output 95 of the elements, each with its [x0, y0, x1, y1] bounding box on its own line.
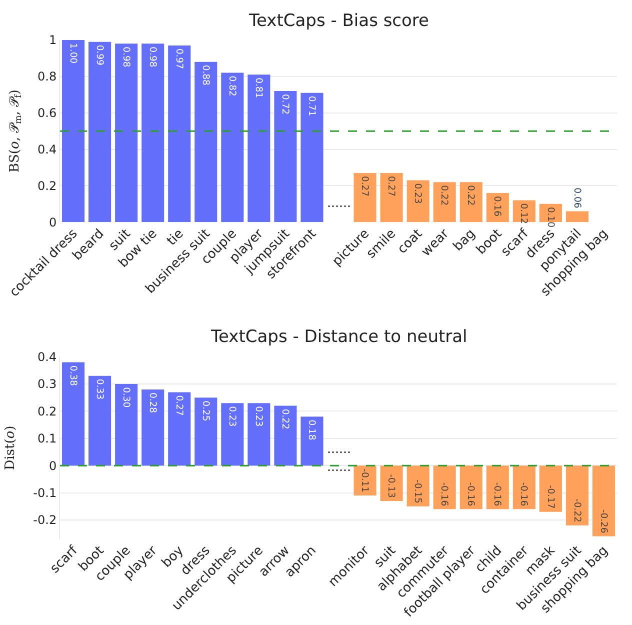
bar: [88, 42, 112, 222]
data-label: 0.82: [226, 76, 238, 96]
data-label: 0.98: [120, 46, 132, 68]
bar: [460, 466, 482, 510]
data-label: 0.06: [571, 188, 582, 208]
annotation: ⋯⋯: [327, 445, 351, 459]
bar: [194, 62, 218, 222]
data-label: 0.22: [280, 408, 291, 430]
data-label: 0.23: [252, 406, 264, 427]
bar: [221, 72, 244, 222]
y-tick-label: 0.6: [38, 106, 57, 120]
bar: [62, 362, 85, 466]
data-label: -0.26: [598, 509, 609, 534]
y-tick-label: 1: [48, 33, 57, 48]
y-tick-label: -0.2: [33, 513, 57, 528]
bar: [433, 182, 456, 222]
bar: [142, 389, 164, 466]
data-label: -0.17: [544, 484, 556, 509]
data-label: 0.33: [94, 378, 105, 400]
data-label: 0.23: [226, 406, 238, 427]
bar: [380, 172, 403, 222]
bar: [539, 466, 562, 512]
data-label: 0.22: [438, 185, 450, 206]
data-label: -0.15: [412, 479, 424, 504]
data-label: 0.71: [306, 96, 318, 116]
y-tick-label: 0.3: [38, 377, 57, 392]
bar: [354, 172, 376, 222]
data-label: 0.18: [306, 420, 318, 440]
bar: [380, 466, 403, 501]
y-tick-label: 0.2: [38, 404, 57, 418]
bar: [274, 406, 297, 466]
data-label: 0.30: [120, 387, 132, 408]
data-label: -0.16: [518, 482, 530, 506]
data-label: -0.16: [438, 482, 450, 506]
y-tick-label: 0: [48, 458, 57, 473]
y-tick-label: 0.4: [38, 142, 57, 156]
data-label: -0.13: [386, 474, 397, 498]
x-tick-label: tie: [164, 226, 187, 249]
bar: [194, 398, 218, 466]
bar: [566, 466, 588, 526]
bar: [512, 466, 536, 510]
bar: [486, 466, 509, 510]
bar: [62, 40, 85, 222]
data-label: -0.16: [492, 482, 503, 506]
bar: [406, 466, 430, 506]
y-tick-label: 0.4: [38, 350, 57, 364]
data-label: -0.11: [359, 468, 370, 493]
data-label: 0.23: [412, 183, 424, 204]
data-label: 0.27: [386, 176, 397, 197]
data-label: 0.10: [544, 206, 556, 228]
data-label: 0.28: [146, 392, 158, 414]
chart-title: TextCaps - Distance to neutral: [210, 327, 468, 347]
bar: [433, 466, 456, 510]
annotation: ⋯⋯: [327, 463, 351, 477]
data-label: -0.22: [571, 498, 582, 522]
bar: [248, 403, 270, 466]
bar: [88, 376, 112, 466]
data-label: 0.22: [465, 185, 476, 206]
data-label: 0.25: [200, 400, 211, 422]
data-label: 0.72: [280, 94, 291, 115]
data-label: 0.98: [146, 46, 158, 68]
bar: [168, 45, 191, 222]
data-label: 0.38: [67, 365, 78, 386]
data-label: 0.16: [492, 196, 503, 217]
bar: [221, 403, 244, 466]
annotation: ⋯⋯: [327, 199, 351, 213]
bar: [248, 74, 270, 222]
data-label: 0.99: [94, 44, 105, 66]
data-label: 0.88: [200, 64, 211, 86]
chart-title: TextCaps - Bias score: [248, 11, 430, 31]
data-label: 0.27: [359, 176, 370, 197]
y-tick-label: 0.2: [38, 178, 57, 193]
data-label: -0.16: [465, 482, 476, 506]
y-tick-label: -0.1: [33, 486, 57, 500]
bar: [274, 91, 297, 222]
bar: [406, 180, 430, 222]
data-label: 0.27: [173, 395, 184, 416]
y-tick-label: 0.1: [38, 432, 57, 446]
bar: [300, 92, 324, 222]
y-axis-title: Dist(𝑜): [3, 426, 18, 470]
bar: [142, 44, 164, 222]
bar: [168, 392, 191, 466]
bar: [300, 416, 324, 466]
y-tick-label: 0: [48, 215, 57, 230]
data-label: 0.81: [252, 78, 264, 98]
bar: [115, 44, 138, 222]
data-label: 0.12: [518, 203, 530, 224]
bar: [354, 466, 376, 496]
bar: [592, 466, 616, 536]
bar: [115, 384, 138, 466]
bar: [566, 211, 588, 222]
data-label: 1.00: [67, 43, 78, 64]
data-label: 0.97: [173, 48, 184, 70]
y-tick-label: 0.8: [38, 70, 57, 84]
bar: [460, 182, 482, 222]
